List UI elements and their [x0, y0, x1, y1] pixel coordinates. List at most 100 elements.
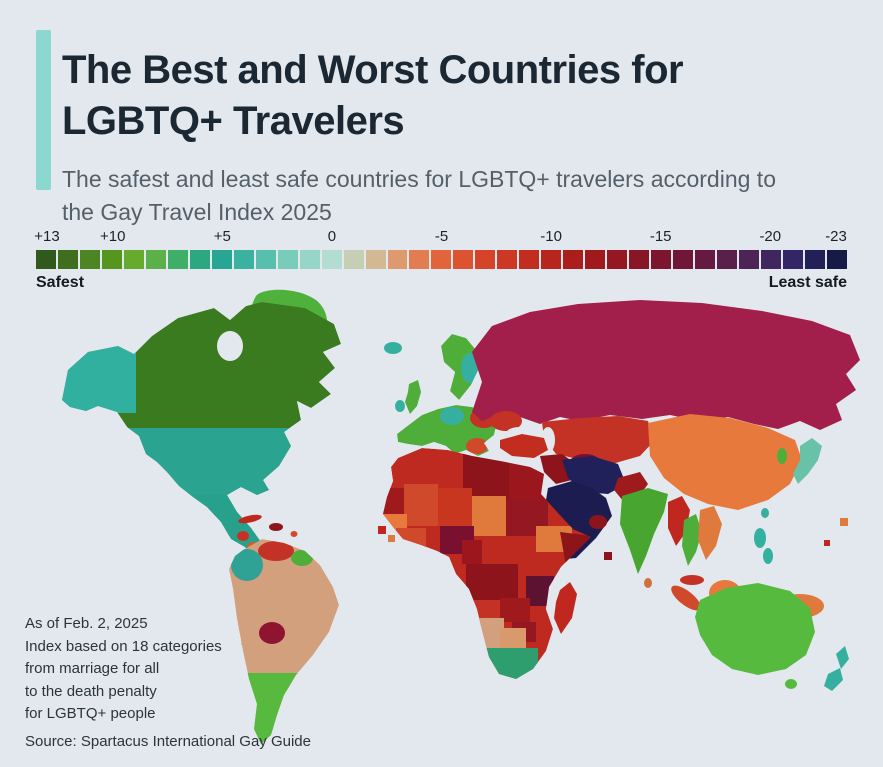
- scale-tick-labels: +13 +10 +5 0 -5 -10 -15 -20 -23: [34, 228, 847, 246]
- map-region-uk: [405, 380, 421, 414]
- scale-square: [57, 250, 78, 269]
- source-credit: Source: Spartacus International Gay Guid…: [25, 733, 311, 750]
- map-region-korea: [777, 448, 787, 464]
- scale-square: [739, 250, 759, 269]
- scale-square: [607, 250, 628, 269]
- least-safe-label: Least safe: [768, 274, 847, 291]
- safest-label: Safest: [36, 274, 85, 291]
- scale-square: [343, 250, 364, 269]
- map-region-sumatra: [671, 585, 701, 611]
- map-region-guyana: [291, 550, 313, 566]
- scale-square: [409, 250, 430, 269]
- map-region-philippines-south: [763, 548, 773, 564]
- scale-square: [519, 250, 540, 269]
- scale-square: [629, 250, 650, 269]
- map-region-niger: [438, 488, 472, 526]
- scale-square: [541, 250, 562, 269]
- scale-square: [453, 250, 474, 269]
- island-square-atlantic: [388, 535, 395, 542]
- scale-tick-label: -10: [540, 228, 562, 245]
- scale-square: [826, 250, 847, 269]
- map-region-ukraine: [490, 411, 522, 431]
- map-region-russia: [472, 300, 860, 430]
- map-region-central-europe: [440, 407, 464, 425]
- map-region-somalia: [560, 532, 591, 566]
- map-region-uruguay: [283, 680, 297, 692]
- map-region-thailand: [682, 514, 702, 566]
- scale-square: [255, 250, 276, 269]
- scale-square: [189, 250, 210, 269]
- map-region-caribbean-islands: [290, 531, 298, 537]
- scale-square: [497, 250, 518, 269]
- scale-square: [760, 250, 781, 269]
- scale-square: [717, 250, 737, 269]
- scale-square: [431, 250, 452, 269]
- scale-square: [563, 250, 584, 269]
- map-region-chad: [472, 496, 506, 536]
- island-square-maldives: [604, 552, 612, 560]
- footnote-line: from marriage for all: [25, 660, 160, 677]
- map-region-japan: [793, 438, 822, 484]
- scale-square: [101, 250, 122, 269]
- scale-bar: [36, 250, 847, 269]
- scale-tick-label: +5: [213, 228, 231, 245]
- map-region-colombia: [231, 549, 263, 581]
- page-subtitle: The safest and least safe countries for …: [62, 166, 776, 225]
- map-region-ireland: [395, 400, 405, 412]
- map-region-usa: [62, 428, 310, 495]
- map-region-madagascar: [554, 582, 577, 634]
- map-region-turkey: [500, 434, 548, 458]
- map-region-oman: [589, 515, 607, 529]
- map-region-taiwan: [761, 508, 769, 518]
- map-region-tanzania: [526, 576, 554, 606]
- scale-square: [365, 250, 386, 269]
- scale-square: [145, 250, 166, 269]
- scale-square: [167, 250, 188, 269]
- map-region-india: [620, 488, 668, 574]
- map-region-cuba: [238, 514, 262, 524]
- map-region-zambia: [500, 598, 530, 622]
- footnote-line: to the death penalty: [25, 682, 157, 700]
- scale-square: [211, 250, 232, 269]
- scale-square: [299, 250, 320, 269]
- scale-square: [36, 250, 56, 269]
- scale-square: [79, 250, 100, 269]
- map-region-hispaniola: [269, 523, 283, 531]
- scale-tick-label: -15: [649, 228, 672, 245]
- island-square-cape-verde: [378, 526, 386, 534]
- map-region-venezuela: [258, 541, 294, 561]
- scale-tick-label: 0: [327, 228, 337, 245]
- scale-square: [673, 250, 694, 269]
- page-title: The Best and Worst Countries for LGBTQ+ …: [62, 47, 684, 143]
- footnote-line: for LGBTQ+ people: [25, 705, 156, 722]
- hudson-bay: [217, 331, 243, 361]
- map-region-cameroon: [462, 540, 482, 564]
- map-region-ghana-ivory-coast: [396, 528, 426, 550]
- scale-square: [123, 250, 144, 269]
- scale-square: [585, 250, 606, 269]
- scale-square: [804, 250, 825, 269]
- scale-square: [387, 250, 408, 269]
- map-region-iceland: [384, 342, 402, 354]
- map-region-south-africa: [478, 648, 538, 679]
- scale-tick-label: +10: [99, 228, 126, 245]
- map-region-sri-lanka: [644, 578, 652, 588]
- scale-endpoint-labels: Safest Least safe: [36, 274, 847, 292]
- map-region-kazakhstan: [542, 416, 655, 464]
- island-square-pacific-2: [824, 540, 830, 546]
- map-region-indochina: [698, 506, 722, 560]
- map-region-china-mongolia: [648, 414, 802, 510]
- map-region-new-zealand-south: [824, 668, 843, 691]
- map-region-mali: [404, 484, 438, 526]
- island-square-pacific: [840, 518, 848, 526]
- scale-tick-label: +13: [34, 228, 60, 245]
- map-region-bolivia: [259, 622, 285, 644]
- scale-square: [475, 250, 496, 269]
- scale-square: [321, 250, 342, 269]
- scale-square: [233, 250, 254, 269]
- footnote: As of Feb. 2, 2025 Index based on 18 cat…: [25, 613, 222, 726]
- map-region-balkans: [466, 438, 488, 454]
- scale-square: [651, 250, 672, 269]
- map-region-australia: [695, 583, 815, 675]
